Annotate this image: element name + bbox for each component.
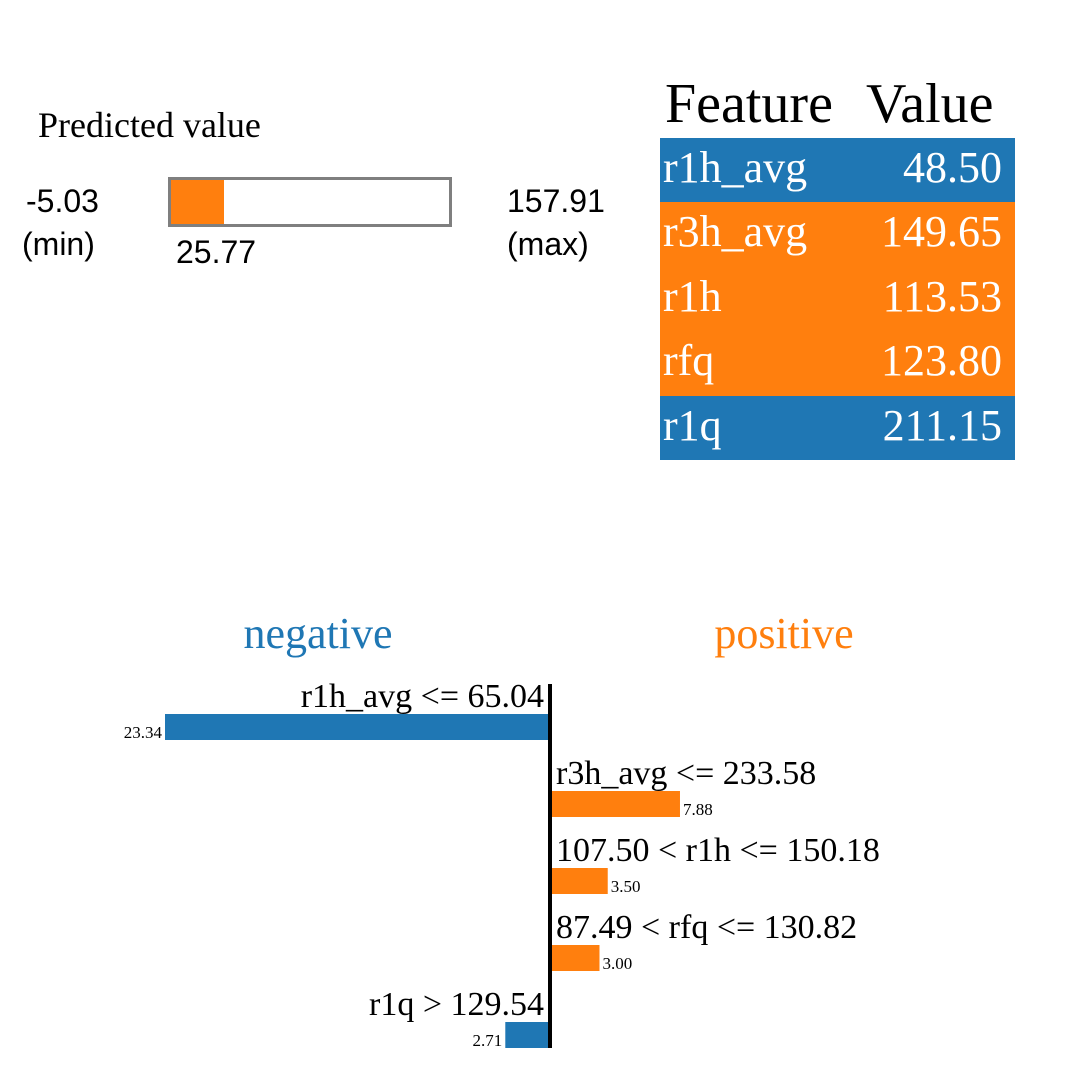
contribution-bar	[165, 714, 550, 740]
negative-label: negative	[243, 609, 392, 658]
predicted-value-bar	[168, 177, 452, 227]
feature-row: r1q 211.15	[660, 395, 1015, 460]
feature-value: 211.15	[882, 400, 1002, 450]
feature-name: rfq	[663, 336, 715, 386]
feature-value: 113.53	[882, 271, 1002, 321]
feature-value: 123.80	[881, 336, 1002, 386]
predicted-min-tag: (min)	[22, 226, 95, 262]
predicted-value-title: Predicted value	[38, 105, 261, 145]
predicted-max-tag: (max)	[507, 226, 589, 262]
feature-name: r3h_avg	[663, 207, 808, 257]
feature-value: 48.50	[903, 143, 1002, 192]
contribution-value-label: 3.00	[602, 954, 632, 973]
value-header: Value	[866, 73, 994, 135]
feature-row: rfq 123.80	[660, 331, 1015, 396]
condition-label: r1q > 129.54	[369, 986, 544, 1023]
positive-label: positive	[714, 609, 853, 658]
feature-value-table-header: Feature Value	[660, 72, 1015, 138]
contribution-value-label: 2.71	[473, 1031, 503, 1050]
predicted-current-value: 25.77	[176, 234, 257, 270]
contribution-bar	[550, 945, 600, 971]
feature-row: r1h_avg 48.50	[660, 138, 1015, 203]
feature-header: Feature	[665, 73, 833, 135]
feature-name: r1q	[663, 400, 722, 450]
contribution-bar	[505, 1022, 550, 1048]
contribution-value-label: 7.88	[683, 800, 713, 819]
condition-label: 107.50 < r1h <= 150.18	[556, 832, 880, 869]
condition-label: r1h_avg <= 65.04	[301, 678, 544, 715]
feature-value: 149.65	[881, 207, 1002, 257]
condition-label: r3h_avg <= 233.58	[556, 755, 816, 792]
predicted-min-value: -5.03	[26, 183, 99, 219]
feature-name: r1h	[663, 271, 722, 321]
predicted-value-fill	[171, 180, 224, 224]
contribution-value-label: 23.34	[124, 723, 163, 742]
contribution-value-label: 3.50	[611, 877, 641, 896]
feature-row: r1h 113.53	[660, 266, 1015, 332]
contribution-bar	[550, 868, 608, 894]
feature-value-table: Feature Value r1h_avg 48.50 r3h_avg 149.…	[660, 72, 1015, 460]
contribution-bar	[550, 791, 680, 817]
condition-label: 87.49 < rfq <= 130.82	[556, 909, 857, 946]
feature-row: r3h_avg 149.65	[660, 202, 1015, 267]
predicted-max-value: 157.91	[507, 183, 605, 219]
feature-name: r1h_avg	[663, 143, 808, 192]
